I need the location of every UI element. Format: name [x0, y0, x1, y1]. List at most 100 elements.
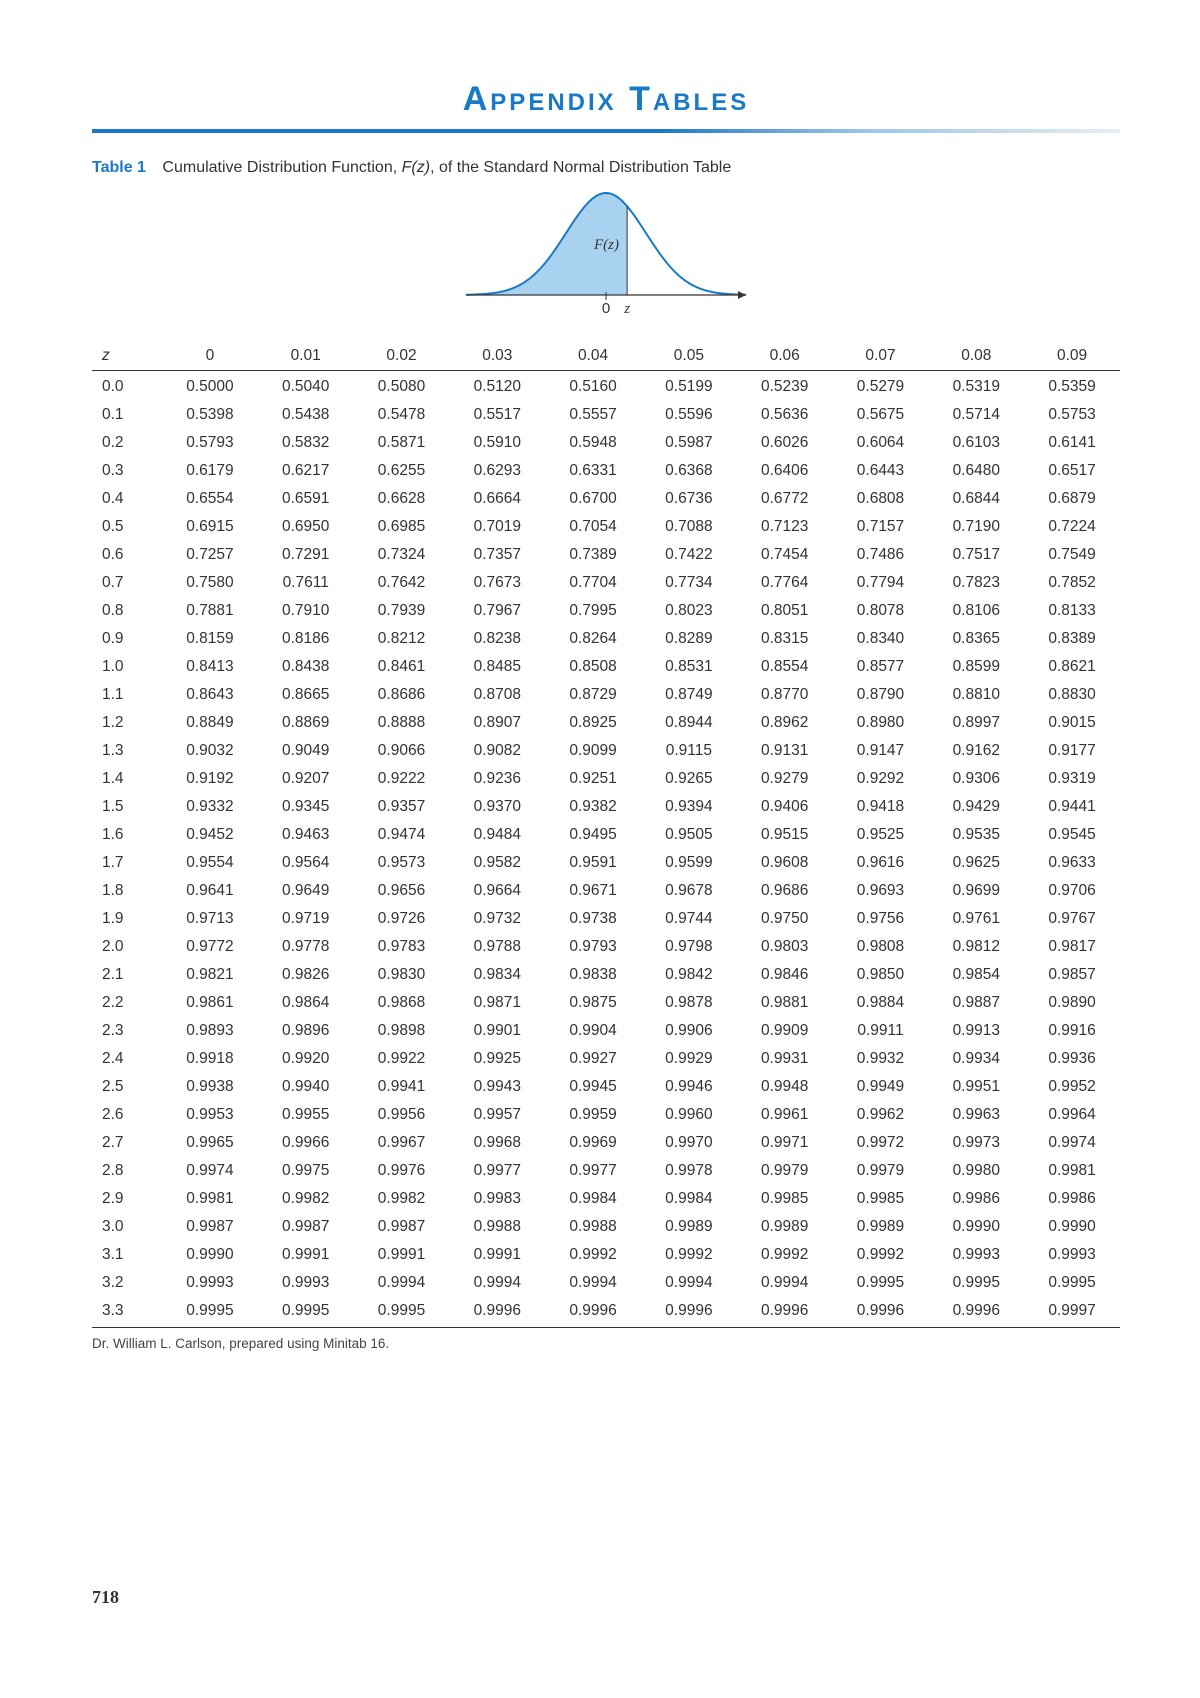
cell-value: 0.8508: [545, 653, 641, 681]
table-row: 1.80.96410.96490.96560.96640.96710.96780…: [92, 877, 1120, 905]
cell-value: 0.8365: [928, 625, 1024, 653]
cell-value: 0.9573: [354, 849, 450, 877]
cell-value: 0.7967: [449, 597, 545, 625]
cell-value: 0.6255: [354, 457, 450, 485]
table-row: 0.30.61790.62170.62550.62930.63310.63680…: [92, 457, 1120, 485]
cell-value: 0.9418: [833, 793, 929, 821]
cell-value: 0.7995: [545, 597, 641, 625]
cell-value: 0.9970: [641, 1129, 737, 1157]
cell-value: 0.8599: [928, 653, 1024, 681]
cell-value: 0.9641: [162, 877, 258, 905]
cell-value: 0.5160: [545, 371, 641, 402]
cell-value: 0.6772: [737, 485, 833, 513]
cell-value: 0.9996: [737, 1297, 833, 1328]
cell-value: 0.6293: [449, 457, 545, 485]
table-row: 2.10.98210.98260.98300.98340.98380.98420…: [92, 961, 1120, 989]
cell-value: 0.9991: [449, 1241, 545, 1269]
row-z-label: 0.2: [92, 429, 162, 457]
svg-text:z: z: [623, 301, 630, 317]
row-z-label: 1.8: [92, 877, 162, 905]
table-row: 3.00.99870.99870.99870.99880.99880.99890…: [92, 1213, 1120, 1241]
z-table: z00.010.020.030.040.050.060.070.080.09 0…: [92, 342, 1120, 1328]
table-caption: Table 1 Cumulative Distribution Function…: [92, 159, 1120, 177]
cell-value: 0.6179: [162, 457, 258, 485]
cell-value: 0.9875: [545, 989, 641, 1017]
cell-value: 0.9868: [354, 989, 450, 1017]
cell-value: 0.7422: [641, 541, 737, 569]
cell-value: 0.7704: [545, 569, 641, 597]
cell-value: 0.7852: [1024, 569, 1120, 597]
cell-value: 0.9066: [354, 737, 450, 765]
cell-value: 0.6591: [258, 485, 354, 513]
cell-value: 0.9162: [928, 737, 1024, 765]
page-number: 718: [92, 1587, 119, 1608]
row-z-label: 1.7: [92, 849, 162, 877]
cell-value: 0.9251: [545, 765, 641, 793]
cell-value: 0.9878: [641, 989, 737, 1017]
cell-value: 0.7054: [545, 513, 641, 541]
normal-curve-figure: F(z)0z: [92, 183, 1120, 328]
cell-value: 0.7088: [641, 513, 737, 541]
bell-curve-icon: F(z)0z: [456, 183, 756, 323]
cell-value: 0.8264: [545, 625, 641, 653]
cell-value: 0.8944: [641, 709, 737, 737]
page-title: Appendix Tables: [463, 80, 749, 118]
cell-value: 0.9750: [737, 905, 833, 933]
cell-value: 0.9599: [641, 849, 737, 877]
cell-value: 0.9881: [737, 989, 833, 1017]
table-row: 0.50.69150.69500.69850.70190.70540.70880…: [92, 513, 1120, 541]
cell-value: 0.9949: [833, 1073, 929, 1101]
cell-value: 0.9591: [545, 849, 641, 877]
cell-value: 0.9990: [162, 1241, 258, 1269]
cell-value: 0.9896: [258, 1017, 354, 1045]
cell-value: 0.9996: [833, 1297, 929, 1328]
cell-value: 0.9985: [737, 1185, 833, 1213]
cell-value: 0.9382: [545, 793, 641, 821]
cell-value: 0.5279: [833, 371, 929, 402]
cell-value: 0.9994: [545, 1269, 641, 1297]
cell-value: 0.5832: [258, 429, 354, 457]
table-row: 1.30.90320.90490.90660.90820.90990.91150…: [92, 737, 1120, 765]
cell-value: 0.9265: [641, 765, 737, 793]
cell-value: 0.6700: [545, 485, 641, 513]
cell-value: 0.7157: [833, 513, 929, 541]
cell-value: 0.9968: [449, 1129, 545, 1157]
cell-value: 0.9306: [928, 765, 1024, 793]
cell-value: 0.7224: [1024, 513, 1120, 541]
cell-value: 0.6736: [641, 485, 737, 513]
cell-value: 0.9850: [833, 961, 929, 989]
cell-value: 0.9984: [641, 1185, 737, 1213]
cell-value: 0.9608: [737, 849, 833, 877]
cell-value: 0.9279: [737, 765, 833, 793]
cell-value: 0.9967: [354, 1129, 450, 1157]
cell-value: 0.7324: [354, 541, 450, 569]
cell-value: 0.6368: [641, 457, 737, 485]
cell-value: 0.9345: [258, 793, 354, 821]
cell-value: 0.5517: [449, 401, 545, 429]
cell-value: 0.9993: [928, 1241, 1024, 1269]
cell-value: 0.9463: [258, 821, 354, 849]
cell-value: 0.8340: [833, 625, 929, 653]
cell-value: 0.9974: [1024, 1129, 1120, 1157]
cell-value: 0.5040: [258, 371, 354, 402]
cell-value: 0.9545: [1024, 821, 1120, 849]
cell-value: 0.8438: [258, 653, 354, 681]
cell-value: 0.9772: [162, 933, 258, 961]
cell-value: 0.6915: [162, 513, 258, 541]
cell-value: 0.8186: [258, 625, 354, 653]
cell-value: 0.8212: [354, 625, 450, 653]
table-row: 2.90.99810.99820.99820.99830.99840.99840…: [92, 1185, 1120, 1213]
cell-value: 0.9977: [449, 1157, 545, 1185]
cell-value: 0.9969: [545, 1129, 641, 1157]
cell-value: 0.9441: [1024, 793, 1120, 821]
cell-value: 0.9992: [833, 1241, 929, 1269]
cell-value: 0.9846: [737, 961, 833, 989]
cell-value: 0.9625: [928, 849, 1024, 877]
cell-value: 0.9732: [449, 905, 545, 933]
cell-value: 0.9956: [354, 1101, 450, 1129]
col-header: 0.02: [354, 342, 450, 371]
cell-value: 0.5871: [354, 429, 450, 457]
row-z-label: 0.6: [92, 541, 162, 569]
cell-value: 0.5478: [354, 401, 450, 429]
cell-value: 0.9713: [162, 905, 258, 933]
